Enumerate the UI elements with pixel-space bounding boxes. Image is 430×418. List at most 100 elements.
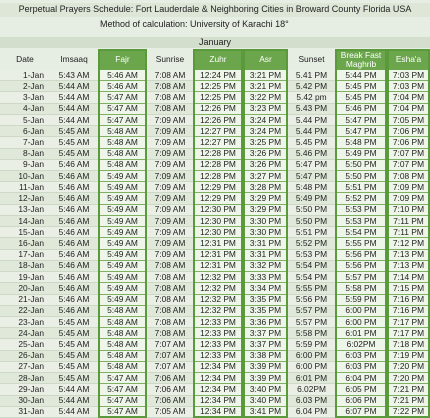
time-cell: 3:32 PM bbox=[243, 260, 288, 273]
time-cell: 5:48 PM bbox=[335, 137, 387, 149]
time-cell: 12:31 PM bbox=[193, 249, 243, 261]
time-cell: 3:34 PM bbox=[243, 283, 288, 295]
time-cell: 7:17 PM bbox=[387, 328, 430, 340]
time-cell: 3:38 PM bbox=[243, 350, 288, 362]
time-cell: 3:30 PM bbox=[243, 215, 288, 228]
time-cell: 12:32 PM bbox=[193, 305, 243, 317]
date-cell: 17-Jan bbox=[0, 249, 50, 261]
date-cell: 27-Jan bbox=[0, 361, 50, 374]
time-cell: 3:28 PM bbox=[243, 182, 288, 194]
time-cell: 3:21 PM bbox=[243, 81, 288, 93]
time-cell: 7:09 AM bbox=[147, 227, 193, 239]
time-cell: 3:39 PM bbox=[243, 373, 288, 385]
date-cell: 22-Jan bbox=[0, 305, 50, 317]
time-cell: 3:35 PM bbox=[243, 305, 288, 317]
time-cell: 5:46 AM bbox=[50, 305, 98, 317]
time-cell: 3:23 PM bbox=[243, 103, 288, 115]
time-cell: 7:06 AM bbox=[147, 395, 193, 407]
time-cell: 5:46 AM bbox=[50, 294, 98, 306]
time-cell: 7:22 PM bbox=[387, 406, 430, 418]
time-cell: 5:46 AM bbox=[50, 193, 98, 205]
time-cell: 7:08 AM bbox=[147, 305, 193, 317]
time-cell: 7:20 PM bbox=[387, 373, 430, 385]
time-cell: 5:47 AM bbox=[98, 103, 147, 115]
time-cell: 7:08 AM bbox=[147, 81, 193, 93]
time-cell: 6:04 PM bbox=[335, 373, 387, 385]
date-cell: 11-Jan bbox=[0, 182, 50, 194]
time-cell: 5:47 PM bbox=[288, 171, 335, 183]
column-header: Sunset bbox=[288, 49, 335, 70]
date-cell: 24-Jan bbox=[0, 328, 50, 340]
time-cell: 5:53 PM bbox=[335, 204, 387, 216]
time-cell: 6:01 PM bbox=[335, 328, 387, 340]
time-cell: 12:28 PM bbox=[193, 159, 243, 172]
time-cell: 3:26 PM bbox=[243, 159, 288, 172]
time-cell: 5.46 PM bbox=[288, 148, 335, 160]
time-cell: 3:30 PM bbox=[243, 227, 288, 239]
time-cell: 5:57 PM bbox=[288, 316, 335, 329]
time-cell: 5:47 AM bbox=[98, 373, 147, 385]
column-header: Zuhr bbox=[193, 49, 243, 70]
date-cell: 13-Jan bbox=[0, 204, 50, 216]
date-cell: 30-Jan bbox=[0, 395, 50, 407]
time-cell: 5:45 PM bbox=[335, 92, 387, 104]
column-header: Asr bbox=[243, 49, 288, 70]
time-cell: 12:29 PM bbox=[193, 193, 243, 205]
time-cell: 5:46 AM bbox=[98, 81, 147, 93]
time-cell: 5:48 AM bbox=[98, 148, 147, 160]
time-cell: 7:09 AM bbox=[147, 148, 193, 160]
time-cell: 12:33 PM bbox=[193, 339, 243, 351]
time-cell: 5:46 AM bbox=[50, 260, 98, 273]
time-cell: 5:56 PM bbox=[288, 294, 335, 306]
date-cell: 31-Jan bbox=[0, 406, 50, 418]
time-cell: 3:27 PM bbox=[243, 171, 288, 183]
time-cell: 3:41 PM bbox=[243, 406, 288, 418]
column-header: Fajr bbox=[98, 49, 147, 70]
time-cell: 5:47 AM bbox=[98, 114, 147, 127]
time-cell: 5:49 AM bbox=[98, 249, 147, 261]
time-cell: 5:53 PM bbox=[288, 249, 335, 261]
time-cell: 5.44 PM bbox=[288, 126, 335, 138]
time-cell: 5:48 AM bbox=[98, 316, 147, 329]
time-cell: 12:34 PM bbox=[193, 373, 243, 385]
time-cell: 7:18 PM bbox=[387, 339, 430, 351]
time-cell: 7:13 PM bbox=[387, 260, 430, 273]
time-cell: 5:47 AM bbox=[98, 92, 147, 104]
time-cell: 7:10 PM bbox=[387, 204, 430, 216]
time-cell: 6.03 PM bbox=[288, 395, 335, 407]
time-cell: 7:11 PM bbox=[387, 227, 430, 239]
time-cell: 7:09 PM bbox=[387, 193, 430, 205]
time-cell: 7:08 AM bbox=[147, 260, 193, 273]
time-cell: 3:24 PM bbox=[243, 114, 288, 127]
time-cell: 5:46 AM bbox=[50, 227, 98, 239]
time-cell: 5:46 AM bbox=[50, 159, 98, 172]
time-cell: 7:08 AM bbox=[147, 92, 193, 104]
time-cell: 5:55 PM bbox=[335, 238, 387, 250]
time-cell: 7:07 PM bbox=[387, 159, 430, 172]
time-cell: 6:00 PM bbox=[288, 350, 335, 362]
time-cell: 6:06 PM bbox=[335, 395, 387, 407]
time-cell: 7:08 AM bbox=[147, 283, 193, 295]
time-cell: 5:46 AM bbox=[98, 70, 147, 82]
time-cell: 7:21 PM bbox=[387, 395, 430, 407]
time-cell: 5:49 AM bbox=[98, 227, 147, 239]
date-cell: 6-Jan bbox=[0, 126, 50, 138]
time-cell: 7:07 AM bbox=[147, 339, 193, 351]
time-cell: 7:09 AM bbox=[147, 238, 193, 250]
time-cell: 7:16 PM bbox=[387, 294, 430, 306]
time-cell: 5:53 PM bbox=[335, 215, 387, 228]
date-cell: 28-Jan bbox=[0, 373, 50, 385]
time-cell: 7:08 AM bbox=[147, 294, 193, 306]
time-cell: 7:07 AM bbox=[147, 350, 193, 362]
time-cell: 5:49 AM bbox=[98, 182, 147, 194]
time-cell: 3:26 PM bbox=[243, 148, 288, 160]
time-cell: 5:55 PM bbox=[288, 283, 335, 295]
time-cell: 3:36 PM bbox=[243, 316, 288, 329]
time-cell: 5:45 AM bbox=[50, 373, 98, 385]
time-cell: 5:47 AM bbox=[98, 384, 147, 396]
time-cell: 5:50 PM bbox=[288, 215, 335, 228]
time-cell: 5:47 AM bbox=[98, 406, 147, 418]
time-cell: 5:44 AM bbox=[50, 395, 98, 407]
date-cell: 4-Jan bbox=[0, 103, 50, 115]
time-cell: 6:05 PM bbox=[335, 384, 387, 396]
